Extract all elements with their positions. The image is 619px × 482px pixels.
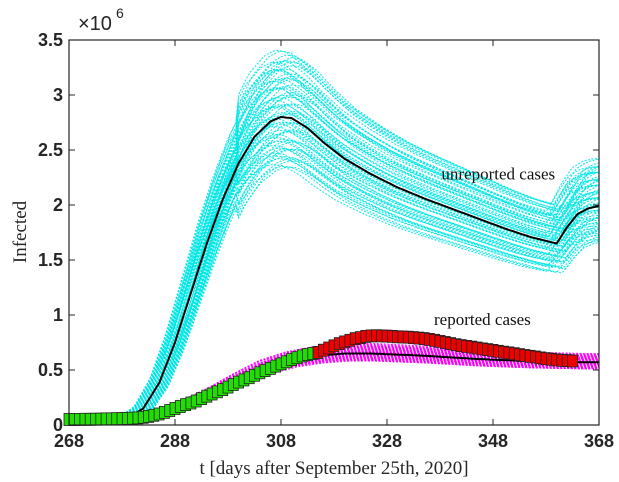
unreported-ensemble-curve	[68, 104, 599, 426]
y-tick-label: 3.5	[38, 30, 63, 50]
mean-curves-layer	[68, 115, 600, 426]
y-tick-label: 3	[53, 85, 63, 105]
unreported-ensemble-curve	[68, 152, 599, 426]
x-tick-label: 288	[160, 431, 190, 451]
unreported-ensemble-curve	[69, 112, 600, 426]
unreported-ensemble-curve	[69, 110, 600, 426]
unreported-ensemble-curve	[68, 118, 599, 426]
x-tick-label: 368	[584, 431, 614, 451]
y-exponent-power: 6	[116, 5, 124, 21]
y-axis-ticks: 0 0.5 1 1.5 2 2.5 3 3.5	[38, 30, 599, 435]
unreported-ensemble-curve	[69, 130, 600, 426]
unreported-ensemble-curve	[69, 122, 600, 426]
y-tick-label: 0	[53, 415, 63, 435]
unreported-ensemble-curve	[68, 125, 599, 426]
unreported-ensemble-curve	[68, 115, 599, 426]
unreported-ensemble-curve	[69, 57, 600, 426]
x-axis-ticks: 268 288 308 328 348 368	[54, 40, 614, 451]
unreported-ensemble-curve	[68, 69, 599, 426]
unreported-ensemble-curve	[68, 147, 599, 426]
x-tick-label: 348	[478, 431, 508, 451]
unreported-ensemble-curve	[68, 78, 599, 426]
unreported-ensemble-curve	[68, 68, 600, 426]
y-tick-label: 1.5	[38, 250, 63, 270]
unreported-ensemble-curve	[69, 166, 600, 426]
unreported-ensemble-curve	[68, 80, 599, 426]
unreported-ensemble-curve	[68, 94, 600, 426]
unreported-ensemble-curve	[68, 134, 599, 426]
x-tick-label: 328	[372, 431, 402, 451]
x-tick-label: 308	[266, 431, 296, 451]
unreported-ensemble-curve	[68, 61, 599, 426]
unreported-ensemble-curve	[68, 99, 599, 426]
unreported-ensemble-curve	[68, 97, 599, 426]
unreported-ensemble-curve	[68, 87, 599, 426]
unreported-ensemble-curve	[69, 77, 600, 426]
unreported-ensemble-curve	[69, 148, 600, 426]
plot-area-frame	[68, 39, 600, 426]
x-tick-label: 268	[54, 431, 84, 451]
y-tick-label: 1	[53, 305, 63, 325]
unreported-ensemble-curve	[69, 75, 600, 426]
unreported-ensemble-curve	[68, 69, 599, 426]
annotation-unreported-cases: unreported cases	[441, 165, 555, 184]
unreported-ensemble-curve	[69, 96, 600, 426]
unreported-ensemble-curve	[69, 148, 600, 426]
unreported-ensemble-curve	[68, 112, 600, 426]
reported-data-point-late	[567, 354, 578, 368]
y-tick-label: 2.5	[38, 140, 63, 160]
unreported-ensemble-curve	[68, 50, 600, 426]
x-axis-label: t [days after September 25th, 2020]	[199, 458, 468, 479]
y-tick-label: 2	[53, 195, 63, 215]
unreported-ensemble-curve	[68, 148, 600, 426]
unreported-ensemble-curve	[69, 61, 600, 426]
y-exponent-base: ×10	[78, 13, 112, 35]
unreported-ensemble-curve	[69, 103, 600, 426]
ensemble-layer	[68, 49, 600, 426]
reported-data-markers	[63, 329, 578, 426]
unreported-ensemble-curve	[68, 145, 599, 426]
unreported-ensemble-curve	[68, 86, 600, 426]
unreported-mean-curve	[68, 115, 600, 426]
y-tick-label: 0.5	[38, 360, 63, 380]
annotation-reported-cases: reported cases	[434, 310, 531, 329]
y-axis-label: Infected	[10, 200, 31, 263]
unreported-ensemble-curve	[68, 60, 600, 426]
unreported-ensemble-curve	[69, 103, 600, 426]
